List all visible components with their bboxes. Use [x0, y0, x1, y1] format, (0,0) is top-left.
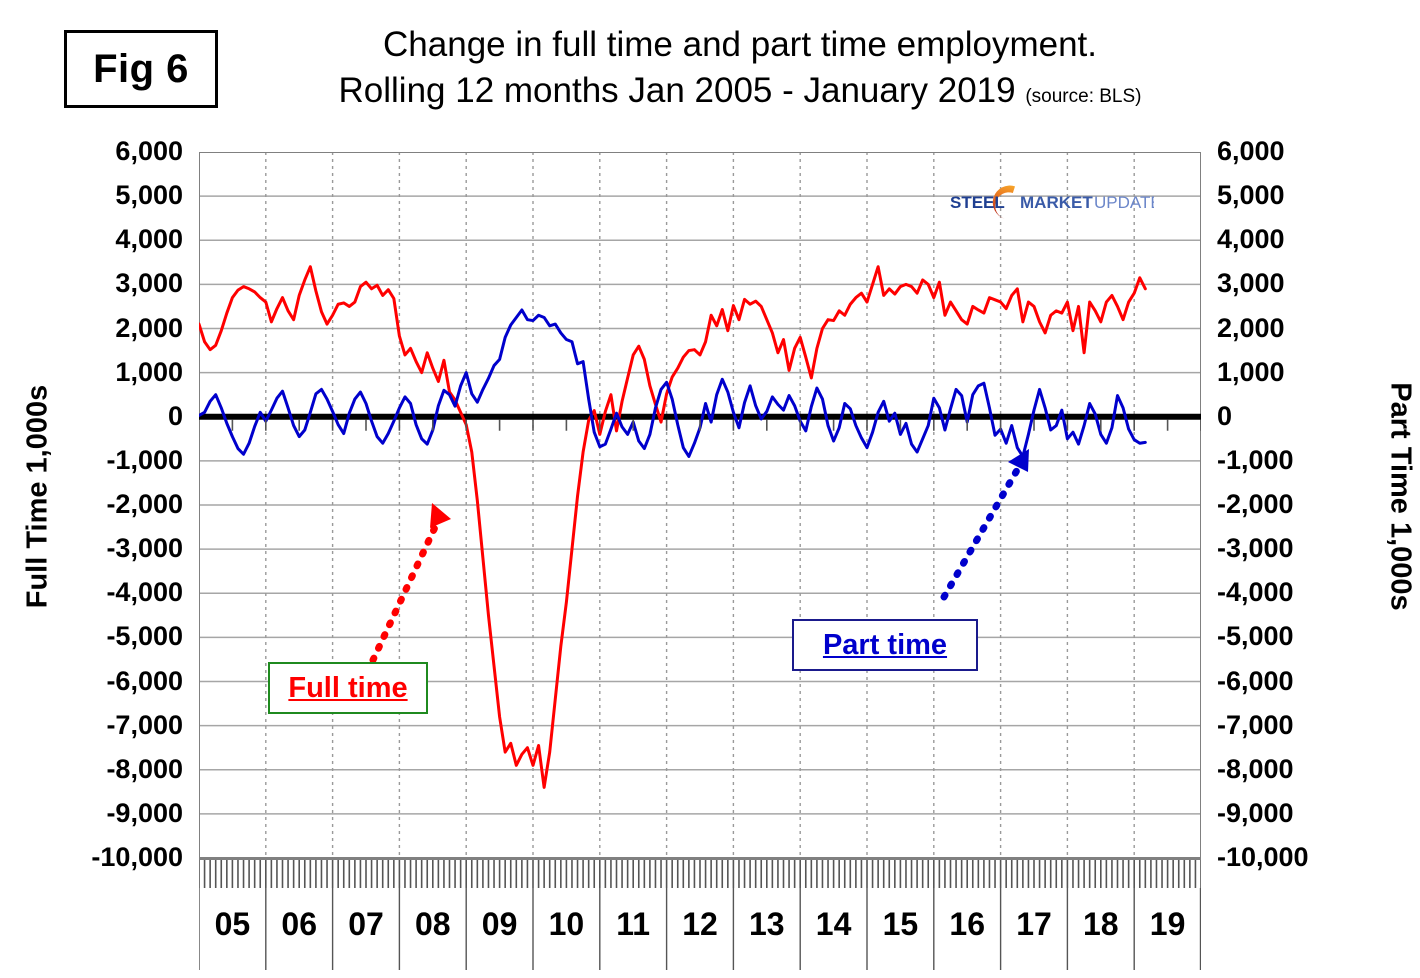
right-y-tick-label: -2,000 [1217, 489, 1294, 519]
right-y-tick-label: 6,000 [1217, 136, 1285, 166]
x-axis-year-label: 14 [815, 906, 852, 942]
logo-crescent-icon [992, 185, 1016, 219]
left-y-tick-label: -10,000 [91, 842, 183, 872]
right-y-tick-label: 5,000 [1217, 180, 1285, 211]
chart-title-line-1: Change in full time and part time employ… [383, 25, 1097, 64]
gridlines [199, 152, 1201, 858]
x-axis-year-label: 15 [882, 906, 919, 942]
series-line-part-time [199, 308, 1147, 458]
series-line-full-time [199, 265, 1147, 789]
right-y-tick-label: 3,000 [1217, 268, 1285, 299]
x-axis-year-label: 18 [1083, 906, 1119, 942]
logo-word-market: MARKET [1020, 193, 1093, 212]
right-y-tick-label: 0 [1217, 400, 1233, 431]
chart-title-line-2: Rolling 12 months Jan 2005 - January 201… [338, 71, 1016, 110]
x-axis-year-label: 06 [281, 906, 317, 942]
left-y-tick-label: -9,000 [106, 797, 183, 828]
x-axis-year-label: 19 [1149, 906, 1186, 942]
x-axis-year-label: 07 [348, 906, 384, 942]
steel-market-update-logo: STEEL MARKET UPDATE [948, 180, 1154, 222]
right-y-tick-label: 4,000 [1217, 224, 1285, 255]
right-y-tick-label: 2,000 [1217, 312, 1285, 343]
left-y-tick-label: -4,000 [106, 577, 183, 608]
chart-title-block: Change in full time and part time employ… [230, 22, 1250, 120]
left-y-tick-label: 3,000 [115, 268, 183, 299]
left-y-tick-label: 4,000 [115, 224, 183, 255]
left-y-tick-label: 1,000 [115, 356, 183, 387]
left-y-tick-label: -7,000 [106, 709, 183, 740]
bottom-axis-month-ticks [231, 419, 1201, 431]
logo-word-update: UPDATE [1094, 193, 1154, 212]
logo-word-steel: STEEL [950, 193, 1005, 212]
plot-svg [199, 152, 1201, 858]
x-axis-year-label: 05 [214, 906, 251, 942]
left-y-tick-label: 5,000 [115, 180, 183, 211]
x-axis-year-label: 09 [481, 906, 518, 942]
left-y-tick-label: 2,000 [115, 312, 183, 343]
left-y-tick-label: 6,000 [115, 136, 183, 166]
chart-source-note: (source: BLS) [1025, 86, 1142, 107]
x-axis-year-label: 13 [749, 906, 785, 942]
right-y-tick-label: -3,000 [1217, 533, 1294, 564]
left-y-tick-label: -3,000 [106, 533, 183, 564]
part-time-callout: Part time [792, 619, 978, 671]
left-y-tick-label: -2,000 [106, 489, 183, 519]
right-y-tick-label: -7,000 [1217, 709, 1294, 740]
x-axis-year-label: 11 [616, 906, 651, 942]
x-axis-year-label: 10 [548, 906, 585, 942]
plot-area [199, 152, 1201, 858]
left-y-tick-label: -8,000 [106, 753, 183, 784]
left-y-tick-label: -6,000 [106, 665, 183, 696]
left-y-tick-label: 0 [167, 400, 183, 431]
right-y-tick-label: -6,000 [1217, 665, 1294, 696]
right-y-tick-label: 1,000 [1217, 356, 1285, 387]
x-axis-year-label: 08 [415, 906, 451, 942]
x-axis-year-label: 12 [682, 906, 718, 942]
x-axis-year-label: 17 [1016, 906, 1052, 942]
right-y-tick-label: -5,000 [1217, 621, 1294, 652]
left-y-tick-label: -5,000 [106, 621, 183, 652]
full-time-callout: Full time [268, 662, 428, 714]
x-axis-year-band [198, 858, 1202, 973]
left-y-tick-label: -1,000 [106, 444, 183, 475]
x-axis-ruler [198, 858, 1202, 970]
right-y-tick-label: -1,000 [1217, 444, 1294, 475]
right-y-tick-label: -8,000 [1217, 753, 1294, 784]
right-y-tick-label: -10,000 [1217, 842, 1309, 872]
right-y-tick-label: -9,000 [1217, 797, 1294, 828]
figure-badge: Fig 6 [64, 30, 218, 108]
x-axis-year-label: 16 [949, 906, 985, 942]
right-y-tick-label: -4,000 [1217, 577, 1294, 608]
